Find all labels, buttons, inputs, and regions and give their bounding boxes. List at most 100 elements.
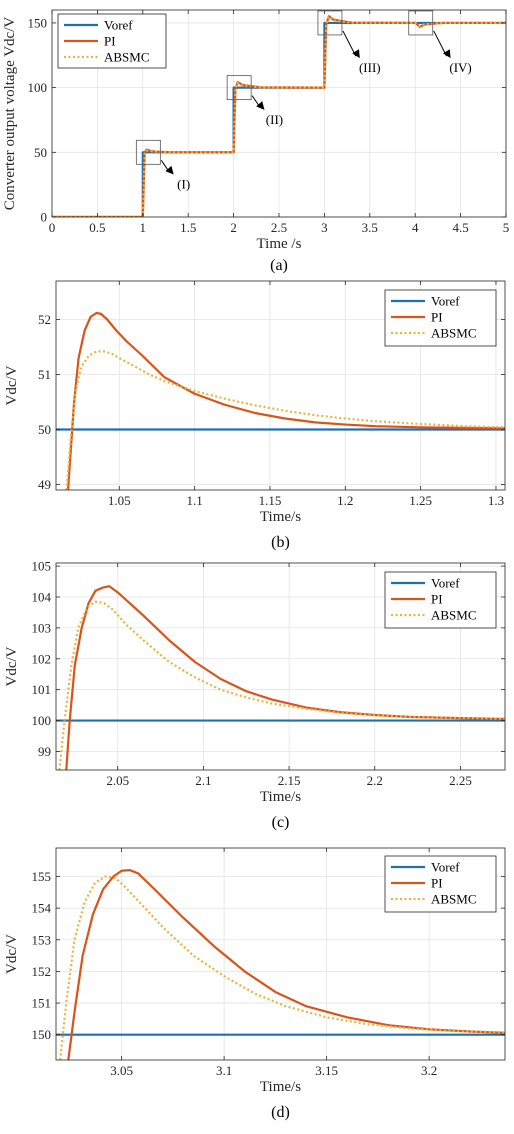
annotation-arrow-head xyxy=(165,165,174,175)
y-tick-label: 150 xyxy=(28,15,48,30)
annotation-arrow-line xyxy=(433,30,448,57)
series-group xyxy=(56,311,505,490)
y-axis-label: Vdc/V xyxy=(4,646,20,686)
x-tick-label: 2 xyxy=(230,220,237,235)
legend-label-absmc: ABSMC xyxy=(431,608,477,623)
x-tick-label: 3.2 xyxy=(421,1063,437,1078)
annotation-label: (III) xyxy=(359,60,381,75)
chart-panel-1: 1.05 1.1 1.15 1.2 1.25 1.3 49 50 51 52 Time/s Vdc/V… xyxy=(4,280,506,551)
x-tick-label: 3.15 xyxy=(315,1063,338,1078)
y-tick-label: 100 xyxy=(28,80,48,95)
x-tick-label: 2.15 xyxy=(278,773,301,788)
x-tick-label: 2.2 xyxy=(367,773,383,788)
y-axis-label: Vdc/V xyxy=(4,934,20,974)
x-axis-label: Time/s xyxy=(260,789,301,805)
y-tick-label: 151 xyxy=(32,996,52,1011)
panel-caption: (d) xyxy=(271,1104,290,1121)
legend-label-voref: Voref xyxy=(431,576,460,591)
x-tick-label: 1.15 xyxy=(259,493,282,508)
y-tick-label: 155 xyxy=(32,869,52,884)
chart-panel-3: 3.05 3.1 3.15 3.2 150 151 152 153 154 155 Time/s Vd… xyxy=(4,847,506,1121)
legend-label-voref: Voref xyxy=(104,18,133,33)
annotation-arrow-head xyxy=(442,49,451,59)
series-group xyxy=(52,15,506,217)
y-tick-label: 105 xyxy=(32,559,52,574)
x-tick-label: 1.05 xyxy=(108,493,131,508)
x-tick-label: 3.05 xyxy=(110,1063,133,1078)
x-tick-label: 2.25 xyxy=(449,773,472,788)
series-line-pi xyxy=(65,585,505,770)
legend-label-absmc: ABSMC xyxy=(431,326,477,341)
x-tick-label: 2.05 xyxy=(106,773,129,788)
x-tick-label: 3.5 xyxy=(362,220,378,235)
y-tick-label: 50 xyxy=(38,422,51,437)
x-axis-label: Time/s xyxy=(260,509,301,525)
legend-label-voref: Voref xyxy=(431,860,460,875)
annotation-label: (IV) xyxy=(449,60,471,75)
chart-panel-2: 2.05 2.1 2.15 2.2 2.25 99 100 101 102 103 104 105 Ti… xyxy=(4,559,506,831)
x-tick-label: 1.5 xyxy=(180,220,196,235)
legend-label-absmc: ABSMC xyxy=(431,892,477,907)
x-tick-label: 0 xyxy=(49,220,56,235)
axes-box xyxy=(55,847,506,1061)
legend-label-pi: PI xyxy=(431,876,443,891)
annotation-label: (I) xyxy=(177,177,190,192)
legend-label-absmc: ABSMC xyxy=(104,50,150,65)
y-tick-label: 104 xyxy=(32,589,52,604)
x-tick-label: 4.5 xyxy=(452,220,468,235)
legend-label-voref: Voref xyxy=(431,294,460,309)
series-line-absmc xyxy=(65,350,505,490)
series-group xyxy=(56,869,505,1060)
axes-box xyxy=(55,280,506,491)
zoom-box xyxy=(317,10,343,36)
axes-box xyxy=(55,562,506,771)
y-axis-label: Vdc/V xyxy=(4,365,20,405)
legend-label-pi: PI xyxy=(431,592,443,607)
x-tick-label: 2.1 xyxy=(195,773,211,788)
x-tick-label: 1.2 xyxy=(337,493,353,508)
panel-caption: (b) xyxy=(271,534,290,551)
x-tick-label: 5 xyxy=(503,220,510,235)
annotation-label: (II) xyxy=(266,112,283,127)
y-tick-label: 49 xyxy=(38,477,51,492)
series-line-pi xyxy=(67,869,505,1060)
x-tick-label: 1.25 xyxy=(409,493,432,508)
y-tick-label: 99 xyxy=(38,744,51,759)
y-tick-label: 51 xyxy=(38,367,51,382)
y-tick-label: 103 xyxy=(32,620,52,635)
x-tick-label: 2.5 xyxy=(271,220,287,235)
y-tick-label: 50 xyxy=(34,145,47,160)
annotation-arrow-head xyxy=(352,49,360,59)
x-tick-label: 0.5 xyxy=(89,220,105,235)
annotation-arrow-line xyxy=(342,30,357,57)
x-axis-label: Time/s xyxy=(260,1079,301,1095)
x-tick-label: 4 xyxy=(412,220,419,235)
y-tick-label: 153 xyxy=(32,932,52,947)
annotation-arrow-head xyxy=(256,101,265,110)
zoom-box xyxy=(226,75,252,101)
y-tick-label: 154 xyxy=(32,901,52,916)
y-tick-label: 52 xyxy=(38,312,51,327)
legend-label-pi: PI xyxy=(104,34,116,49)
y-tick-label: 150 xyxy=(32,1027,52,1042)
y-tick-label: 0 xyxy=(41,210,48,225)
zoom-box xyxy=(135,139,161,165)
y-tick-label: 102 xyxy=(32,651,52,666)
y-axis-label: Converter output voltage Vdc/V xyxy=(2,17,18,211)
x-tick-label: 3 xyxy=(321,220,328,235)
series-line-pi xyxy=(66,311,505,490)
x-axis-label: Time /s xyxy=(257,236,302,252)
x-tick-label: 1.1 xyxy=(186,493,202,508)
series-line-absmc xyxy=(59,875,505,1060)
x-tick-label: 1 xyxy=(140,220,147,235)
x-tick-label: 3.1 xyxy=(216,1063,232,1078)
panel-caption: (a) xyxy=(270,257,288,274)
y-tick-label: 152 xyxy=(32,964,52,979)
series-group xyxy=(56,585,505,770)
x-tick-label: 1.3 xyxy=(488,493,504,508)
y-tick-label: 100 xyxy=(32,713,52,728)
zoom-box xyxy=(408,10,434,36)
panel-caption: (c) xyxy=(272,814,290,831)
